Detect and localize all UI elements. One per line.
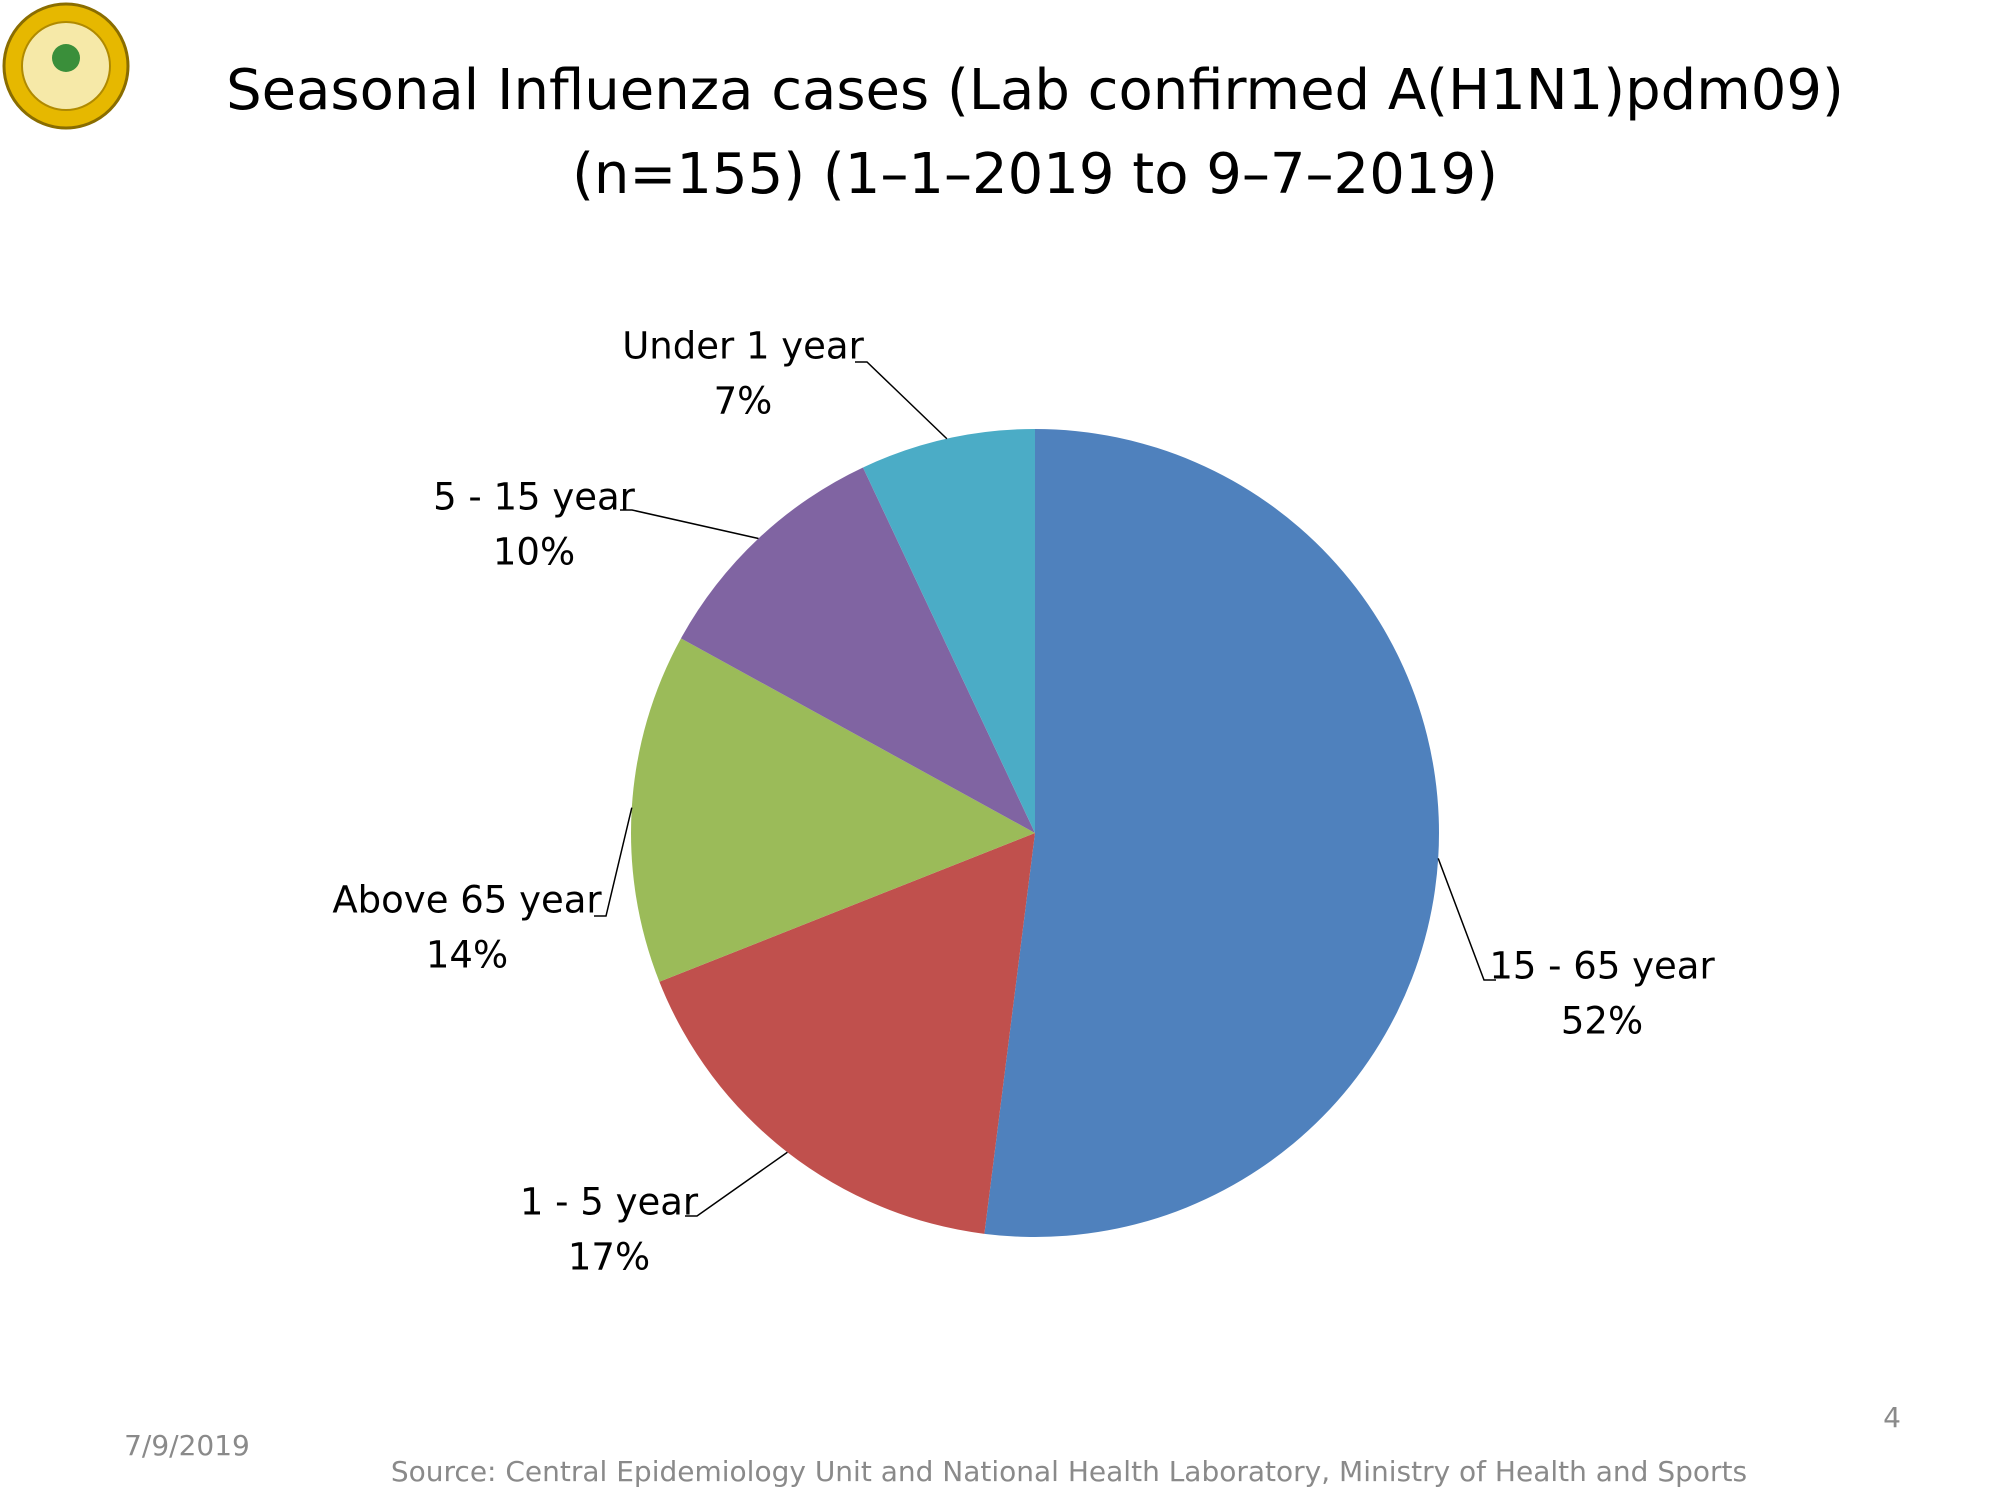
pie-slice (659, 833, 1035, 1234)
value-label: 17% (568, 1236, 650, 1279)
slice-label: Above 65 year (332, 879, 602, 922)
value-label: 10% (493, 531, 575, 574)
chart-title: (n=155) (1–1–2019 to 9–7–2019) (572, 142, 1498, 207)
pie-slice (984, 429, 1439, 1237)
slice-label: 5 - 15 year (433, 476, 636, 519)
pie-slice (631, 638, 1035, 982)
leader-line (855, 361, 948, 440)
value-label: 7% (714, 380, 773, 423)
leader-line (594, 807, 633, 917)
slice-label: Under 1 year (622, 325, 864, 368)
slice-label: 1 - 5 year (520, 1181, 699, 1224)
leader-line (620, 509, 759, 540)
value-label: 14% (426, 934, 508, 977)
pie-slice (862, 429, 1035, 833)
source: Source: Central Epidemiology Unit and Na… (391, 1455, 1747, 1488)
leader-line (685, 1151, 788, 1217)
logo (2, 2, 130, 130)
pie-slice (680, 467, 1035, 833)
leader-line (1437, 858, 1496, 981)
slice-label: 15 - 65 year (1489, 945, 1715, 988)
value-label: 52% (1561, 1000, 1643, 1043)
date: 7/9/2019 (124, 1429, 250, 1462)
chart-title: Seasonal Influenza cases (Lab confirmed … (226, 58, 1844, 123)
page-number: 4 (1883, 1401, 1901, 1434)
